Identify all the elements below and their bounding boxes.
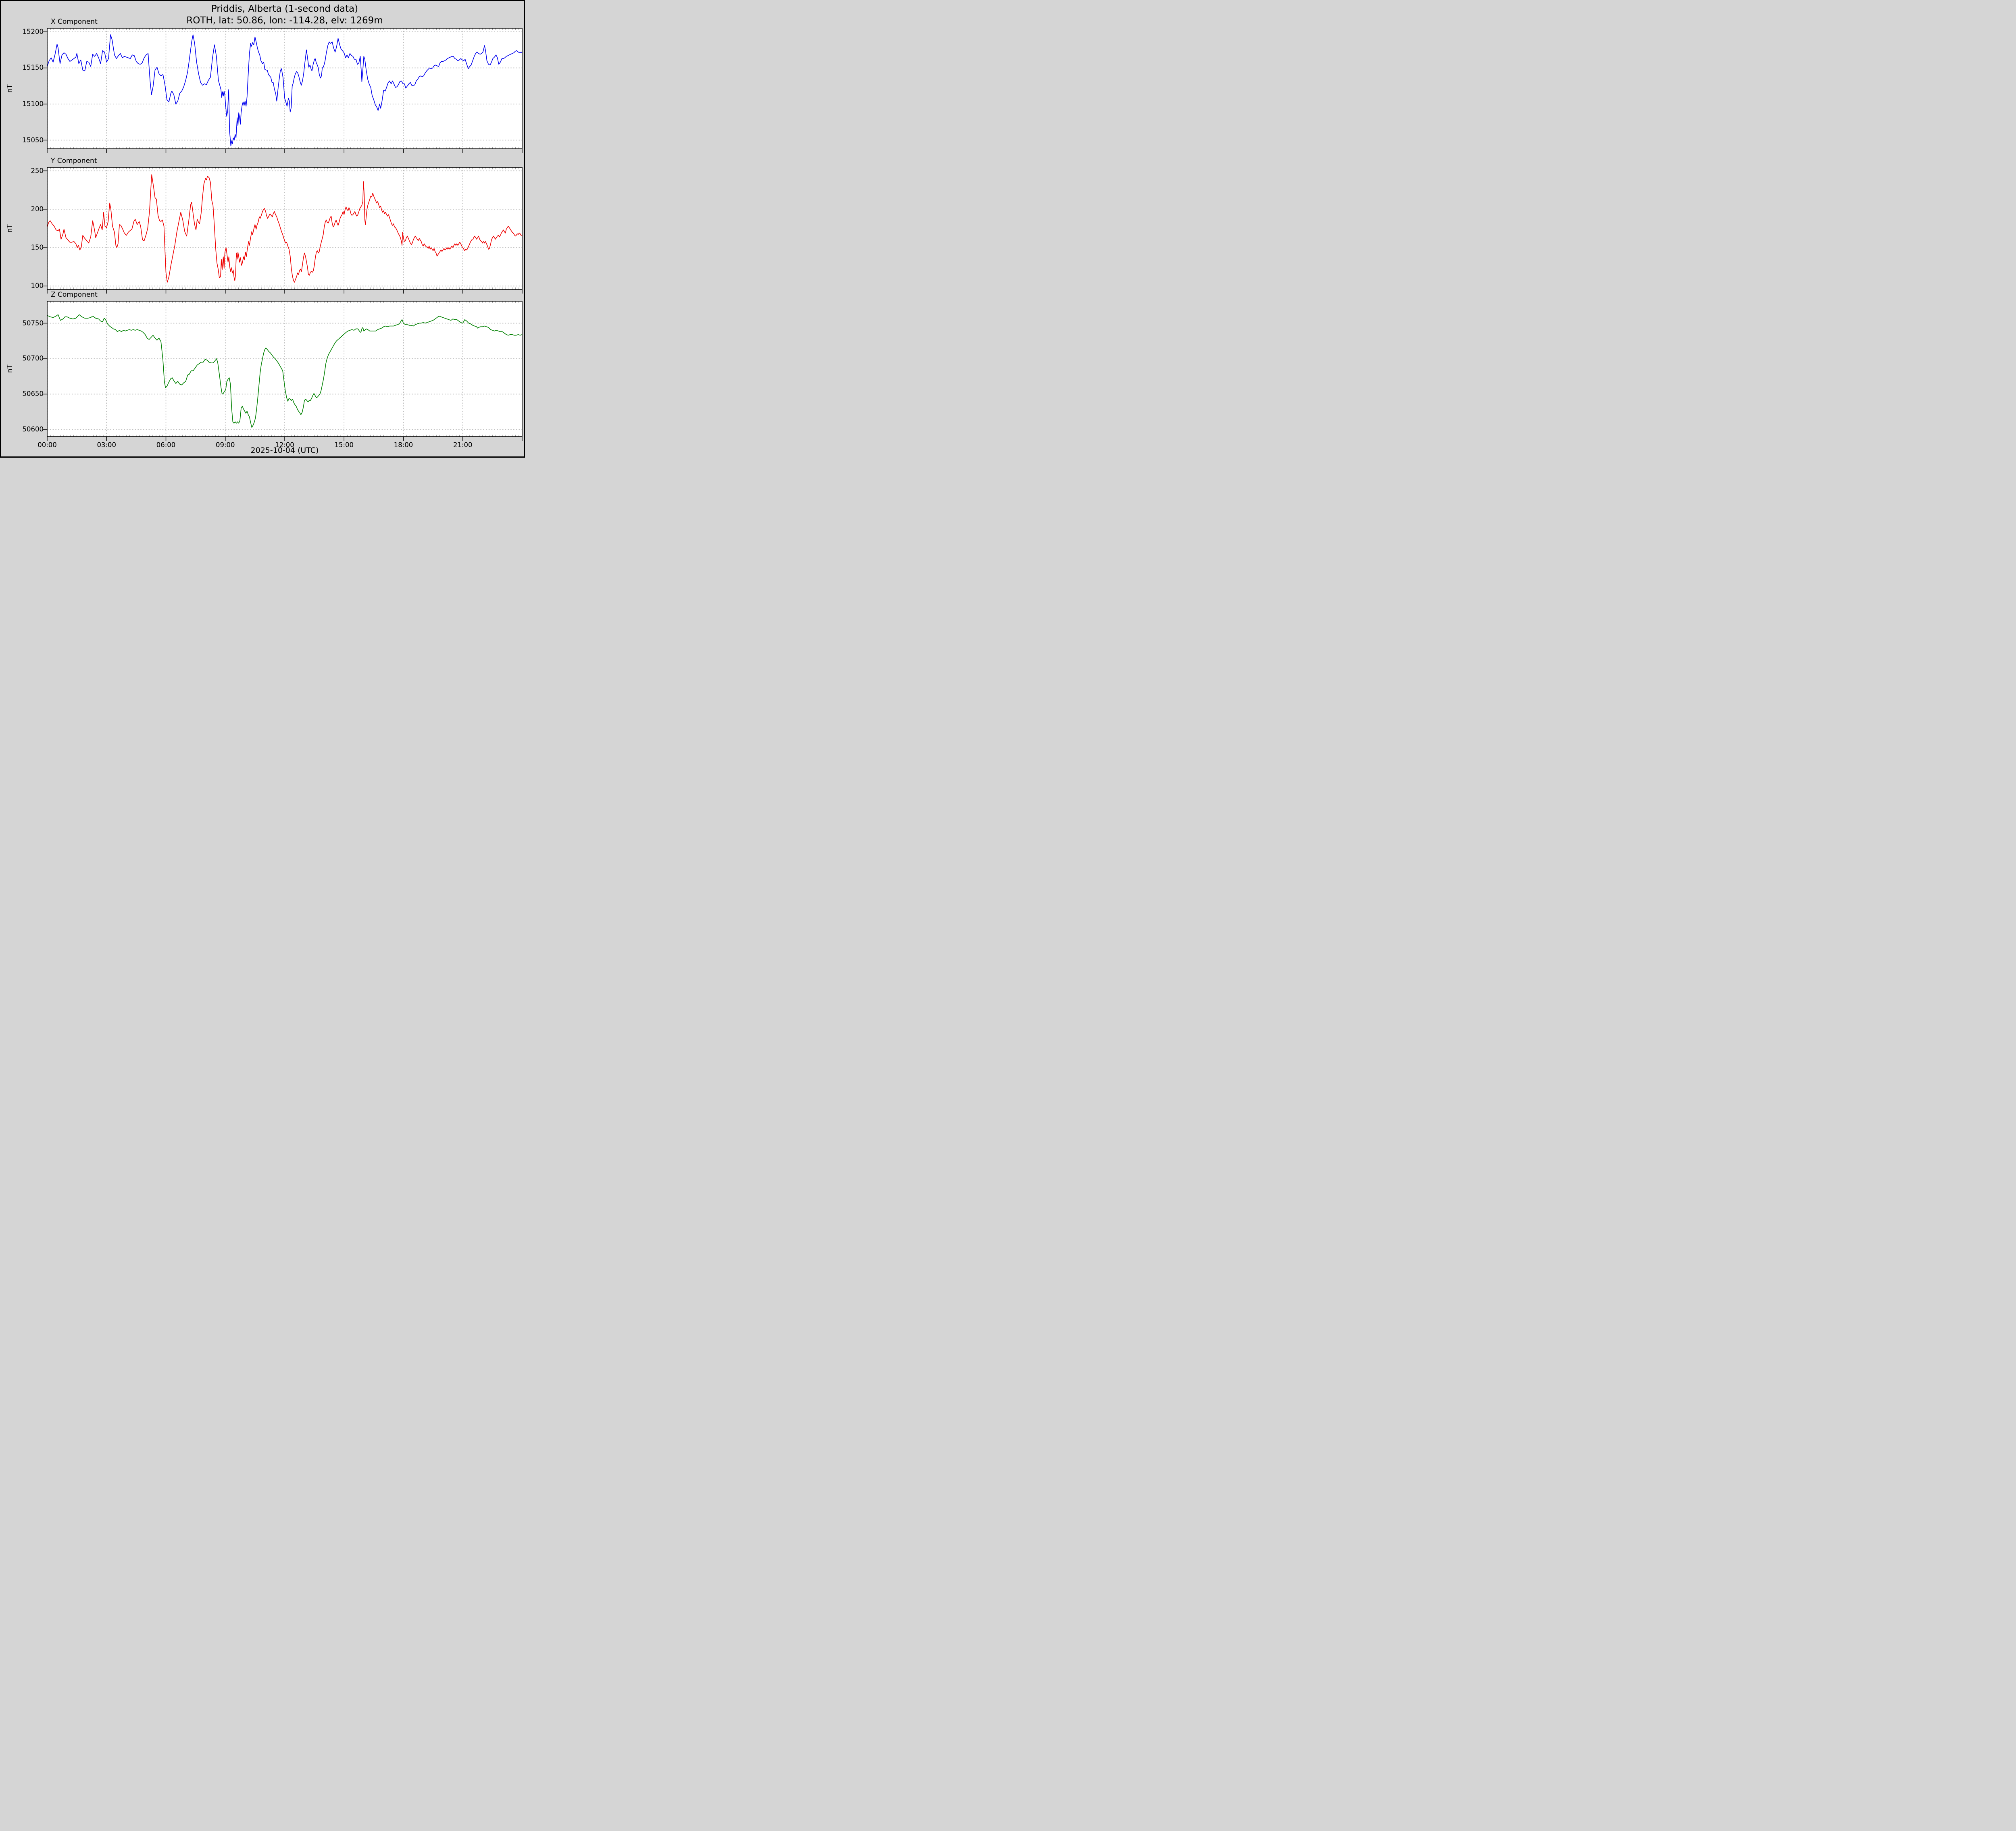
x-axis-label: 2025-10-04 (UTC) [250,446,319,455]
subplot-title-y-component: Y Component [51,157,97,165]
y-axis-label-z-plot: nT [6,365,14,373]
x-tick-label: 18:00 [394,441,413,449]
x-data-line [47,34,523,146]
subplot-title-x-component: X Component [51,18,98,26]
subplot-title-z-component: Z Component [51,291,98,299]
x-tick-label: 09:00 [215,441,235,449]
y-tick-label: 15200 [22,27,44,35]
z-data-line [47,314,523,428]
x-tick-label: 12:00 [275,441,294,449]
plots-canvas [43,28,523,441]
subplot-z-component [43,301,523,441]
x-tick-label: 06:00 [156,441,176,449]
main-title-line1: Priddis, Alberta (1-second data) [211,4,358,14]
y-tick-label: 50600 [22,425,44,433]
y-tick-label: 250 [31,167,44,175]
y-tick-label: 15100 [22,100,44,108]
y-tick-label: 50650 [22,390,44,398]
x-tick-label: 21:00 [453,441,473,449]
main-title-line2: ROTH, lat: 50.86, lon: -114.28, elv: 126… [186,15,383,26]
y-tick-label: 50750 [22,319,44,327]
y-axis-label-y-plot: nT [6,224,14,233]
subplot-x-component [43,28,523,153]
y-tick-label: 150 [31,244,44,252]
y-tick-label: 50700 [22,354,44,362]
subplot-y-component [43,167,523,294]
y-data-line [47,174,523,283]
x-tick-label: 00:00 [37,441,57,449]
y-axis-label-x-plot: nT [6,84,14,93]
y-tick-label: 200 [31,205,44,213]
figure: { "title": { "line1": "Priddis, Alberta … [0,0,525,458]
y-tick-label: 100 [31,282,44,290]
x-tick-label: 03:00 [97,441,117,449]
y-tick-label: 15150 [22,64,44,72]
y-tick-label: 15050 [22,136,44,144]
x-tick-label: 15:00 [334,441,354,449]
